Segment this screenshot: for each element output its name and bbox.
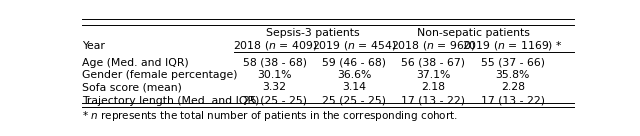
Text: 2019 ($n$ = 1169) *: 2019 ($n$ = 1169) * (462, 39, 563, 52)
Text: 35.8%: 35.8% (495, 70, 530, 80)
Text: 17 (13 - 22): 17 (13 - 22) (481, 96, 545, 106)
Text: 3.32: 3.32 (262, 82, 287, 92)
Text: 2019 ($n$ = 454): 2019 ($n$ = 454) (312, 39, 396, 52)
Text: 2018 ($n$ = 409): 2018 ($n$ = 409) (232, 39, 317, 52)
Text: 3.14: 3.14 (342, 82, 366, 92)
Text: Trajectory length (Med. and IQR): Trajectory length (Med. and IQR) (83, 96, 260, 106)
Text: * $n$ represents the total number of patients in the corresponding cohort.: * $n$ represents the total number of pat… (83, 109, 458, 123)
Text: 59 (46 - 68): 59 (46 - 68) (322, 58, 386, 68)
Text: 58 (38 - 68): 58 (38 - 68) (243, 58, 307, 68)
Text: 17 (13 - 22): 17 (13 - 22) (401, 96, 465, 106)
Text: 37.1%: 37.1% (416, 70, 451, 80)
Text: 2018 ($n$ = 960): 2018 ($n$ = 960) (391, 39, 476, 52)
Text: Sepsis-3 patients: Sepsis-3 patients (266, 28, 360, 38)
Text: 25 (25 - 25): 25 (25 - 25) (322, 96, 386, 106)
Text: Year: Year (83, 41, 106, 51)
Text: 30.1%: 30.1% (257, 70, 292, 80)
Text: 56 (38 - 67): 56 (38 - 67) (401, 58, 465, 68)
Text: Non-sepatic patients: Non-sepatic patients (417, 28, 529, 38)
Text: Gender (female percentage): Gender (female percentage) (83, 70, 238, 80)
Text: 55 (37 - 66): 55 (37 - 66) (481, 58, 545, 68)
Text: 25 (25 - 25): 25 (25 - 25) (243, 96, 307, 106)
Text: 2.28: 2.28 (500, 82, 525, 92)
Text: Age (Med. and IQR): Age (Med. and IQR) (83, 58, 189, 68)
Text: 2.18: 2.18 (421, 82, 445, 92)
Text: 36.6%: 36.6% (337, 70, 371, 80)
Text: Sofa score (mean): Sofa score (mean) (83, 82, 182, 92)
